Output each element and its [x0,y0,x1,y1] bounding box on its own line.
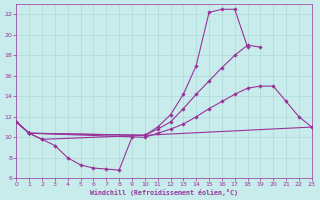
X-axis label: Windchill (Refroidissement éolien,°C): Windchill (Refroidissement éolien,°C) [90,189,238,196]
